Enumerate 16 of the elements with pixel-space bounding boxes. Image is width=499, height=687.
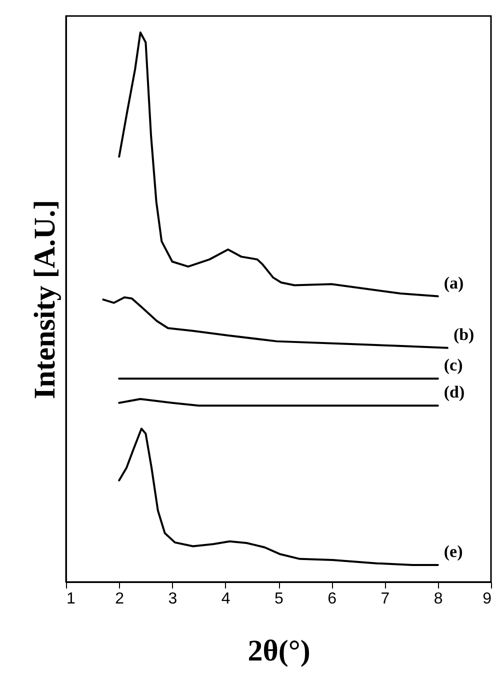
x-tick-label: 8 — [434, 590, 443, 608]
series-label: (c) — [444, 356, 463, 375]
y-axis-title: Intensity [A.U.] — [28, 200, 62, 400]
series-label: (b) — [453, 324, 474, 344]
series-label: (e) — [444, 542, 463, 561]
series-label: (a) — [444, 273, 464, 292]
x-tick-label: 2 — [115, 590, 124, 608]
x-tick-label: 6 — [328, 590, 337, 608]
x-tick-label: 5 — [274, 590, 284, 608]
series-label: (d) — [444, 382, 465, 402]
x-tick-label: 9 — [482, 590, 492, 608]
x-tick-label: 1 — [66, 590, 76, 608]
x-tick-label: 3 — [168, 590, 178, 608]
x-axis-title: 2θ(°) — [248, 634, 310, 668]
x-tick-label: 7 — [380, 590, 390, 608]
x-tick-label: 4 — [221, 590, 230, 608]
